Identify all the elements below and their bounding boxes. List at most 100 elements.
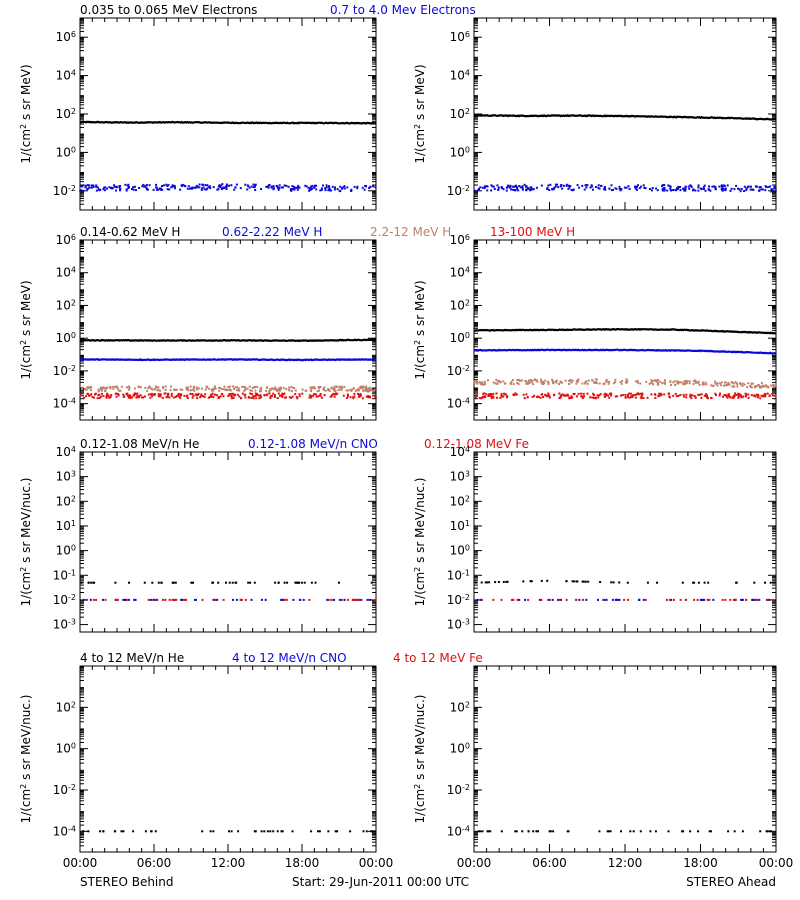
scatter-dot bbox=[483, 380, 486, 383]
scatter-dot bbox=[243, 385, 246, 388]
scatter-dot bbox=[195, 386, 198, 389]
scatter-dot bbox=[693, 395, 696, 398]
scatter-dot bbox=[95, 185, 98, 188]
scatter-dot bbox=[772, 598, 775, 601]
scatter-dot bbox=[259, 395, 262, 398]
scatter-dot bbox=[726, 384, 729, 386]
scatter-dot bbox=[737, 392, 740, 395]
scatter-dot bbox=[573, 393, 576, 395]
scatter-dot bbox=[334, 830, 337, 833]
scatter-dot bbox=[252, 396, 255, 399]
scatter-dot bbox=[217, 185, 220, 188]
scatter-dot bbox=[117, 393, 120, 395]
scatter-dot bbox=[181, 388, 184, 391]
scatter-dot bbox=[346, 186, 349, 189]
scatter-dot bbox=[679, 189, 682, 192]
scatter-dot bbox=[592, 392, 595, 395]
scatter-dot bbox=[201, 183, 204, 186]
scatter-dot bbox=[483, 383, 486, 386]
scatter-dot bbox=[703, 184, 706, 187]
scatter-dot bbox=[277, 581, 280, 584]
scatter-dot bbox=[370, 581, 373, 584]
scatter-dot bbox=[164, 385, 167, 388]
plot-frame bbox=[473, 17, 777, 211]
scatter-dot bbox=[526, 187, 529, 190]
scatter-dot bbox=[749, 188, 752, 191]
scatter-dot bbox=[310, 395, 313, 398]
scatter-dot bbox=[139, 394, 142, 397]
scatter-dot bbox=[500, 830, 503, 833]
scatter-dot bbox=[561, 393, 564, 396]
scatter-dot bbox=[661, 189, 664, 192]
scatter-dot bbox=[338, 598, 341, 601]
scatter-dot bbox=[326, 598, 329, 601]
scatter-dot bbox=[659, 380, 662, 383]
scatter-dot bbox=[703, 581, 706, 584]
scatter-dot bbox=[542, 396, 544, 398]
scatter-dot bbox=[669, 187, 672, 190]
scatter-dot bbox=[336, 830, 339, 833]
scatter-dot bbox=[126, 598, 129, 601]
scatter-dot bbox=[276, 830, 279, 833]
scatter-dot bbox=[669, 380, 672, 383]
scatter-dot bbox=[309, 189, 312, 191]
scatter-dot bbox=[663, 184, 666, 186]
scatter-dot bbox=[122, 830, 125, 833]
scatter-dot bbox=[281, 396, 284, 398]
scatter-dot bbox=[228, 830, 230, 833]
scatter-dot bbox=[529, 188, 531, 191]
scatter-dot bbox=[764, 185, 767, 188]
scatter-dot bbox=[599, 581, 602, 583]
scatter-dot bbox=[236, 393, 239, 396]
legend-entry-red: 4 to 12 MeV Fe bbox=[393, 651, 483, 665]
scatter-dot bbox=[707, 581, 710, 584]
scatter-dot bbox=[275, 184, 278, 187]
scatter-dot bbox=[496, 184, 499, 187]
scatter-dot bbox=[314, 581, 317, 584]
y-axis-label: 1/(cm2 s sr MeV) bbox=[19, 280, 34, 379]
scatter-dot bbox=[511, 379, 514, 381]
scatter-dot bbox=[324, 187, 327, 190]
legend-entry-red: 0.12-1.08 MeV Fe bbox=[424, 437, 529, 451]
scatter-dot bbox=[582, 598, 584, 601]
scatter-dot bbox=[688, 187, 691, 190]
scatter-dot bbox=[603, 382, 606, 385]
scatter-dot bbox=[679, 186, 682, 188]
scatter-dot bbox=[655, 380, 658, 383]
scatter-dot bbox=[124, 598, 127, 601]
scatter-dot bbox=[100, 389, 103, 392]
scatter-dot bbox=[315, 184, 318, 187]
scatter-dot bbox=[173, 598, 176, 601]
scatter-dot bbox=[127, 385, 130, 388]
scatter-dot bbox=[705, 393, 707, 396]
scatter-dot bbox=[165, 183, 168, 186]
scatter-dot bbox=[729, 598, 732, 601]
scatter-dot bbox=[282, 386, 285, 389]
scatter-dot bbox=[481, 598, 483, 601]
scatter-dot bbox=[535, 830, 538, 833]
scatter-dot bbox=[265, 389, 268, 392]
scatter-dot bbox=[256, 393, 259, 395]
scatter-dot bbox=[553, 187, 556, 190]
scatter-dot bbox=[354, 389, 357, 392]
y-tick-label: 102 bbox=[56, 107, 76, 122]
y-axis-label: 1/(cm2 s sr MeV/nuc.) bbox=[19, 695, 34, 824]
scatter-dot bbox=[169, 389, 172, 392]
scatter-dot bbox=[278, 184, 281, 187]
scatter-dot bbox=[755, 393, 758, 396]
scatter-dot bbox=[628, 392, 631, 395]
scatter-dot bbox=[272, 187, 275, 190]
scatter-dot bbox=[502, 580, 505, 583]
scatter-dot bbox=[637, 392, 640, 395]
scatter-dot bbox=[542, 381, 545, 384]
scatter-dot bbox=[189, 187, 191, 190]
scatter-dot bbox=[540, 393, 543, 396]
scatter-dot bbox=[584, 382, 587, 385]
scatter-dot bbox=[254, 185, 256, 188]
scatter-dot bbox=[347, 389, 350, 392]
scatter-dot bbox=[706, 394, 708, 397]
scatter-dot bbox=[106, 394, 109, 396]
scatter-dot bbox=[364, 387, 367, 390]
scatter-dot bbox=[143, 581, 146, 584]
